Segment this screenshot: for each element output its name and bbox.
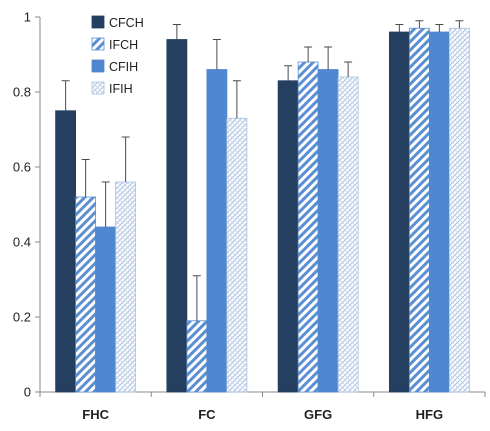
y-tick-label: 1: [24, 10, 31, 25]
bar-cfih-gfg: [317, 69, 339, 393]
x-axis: FHC FC GFG HFG: [39, 391, 486, 422]
legend-label-cfih: CFIH: [109, 60, 138, 74]
bar-ifch-gfg: [297, 61, 319, 393]
x-category-label: GFG: [304, 407, 332, 422]
y-tick-label: 0: [24, 385, 31, 400]
bar-ifch-fhc: [75, 196, 97, 393]
bar-ifch-fc: [186, 320, 208, 393]
bar-cfch-hfg: [388, 31, 410, 393]
y-tick-label: 0.8: [13, 85, 31, 100]
legend-swatch-ifih: [91, 81, 105, 95]
legend-label-ifch: IFCH: [109, 38, 138, 52]
legend-swatch-cfch: [91, 15, 105, 29]
x-category-label: FC: [198, 407, 216, 422]
bar-cfih-fc: [206, 69, 228, 393]
y-tick-label: 0.2: [13, 310, 31, 325]
y-tick-label: 0.4: [13, 235, 31, 250]
bars: [55, 27, 470, 393]
legend-swatch-cfih: [91, 59, 105, 73]
bar-cfch-fhc: [55, 110, 77, 393]
bar-cfih-fhc: [95, 226, 117, 393]
x-category-label: HFG: [416, 407, 443, 422]
bar-cfih-hfg: [428, 31, 450, 393]
x-category-label: FHC: [82, 407, 109, 422]
y-axis: 0 0.2 0.4 0.6 0.8 1: [13, 10, 41, 400]
bar-ifih-hfg: [448, 27, 470, 393]
bar-ifch-hfg: [408, 27, 430, 393]
bar-ifih-fhc: [115, 181, 137, 393]
legend-label-ifih: IFIH: [109, 82, 133, 96]
legend-swatch-ifch: [91, 37, 105, 51]
bar-ifih-fc: [226, 117, 248, 393]
error-bars: [61, 20, 464, 321]
bar-cfch-gfg: [277, 80, 299, 393]
bar-ifih-gfg: [337, 76, 359, 393]
bar-cfch-fc: [166, 39, 188, 393]
legend: CFCH IFCH CFIH IFIH: [91, 15, 144, 96]
y-tick-label: 0.6: [13, 160, 31, 175]
legend-label-cfch: CFCH: [109, 16, 144, 30]
